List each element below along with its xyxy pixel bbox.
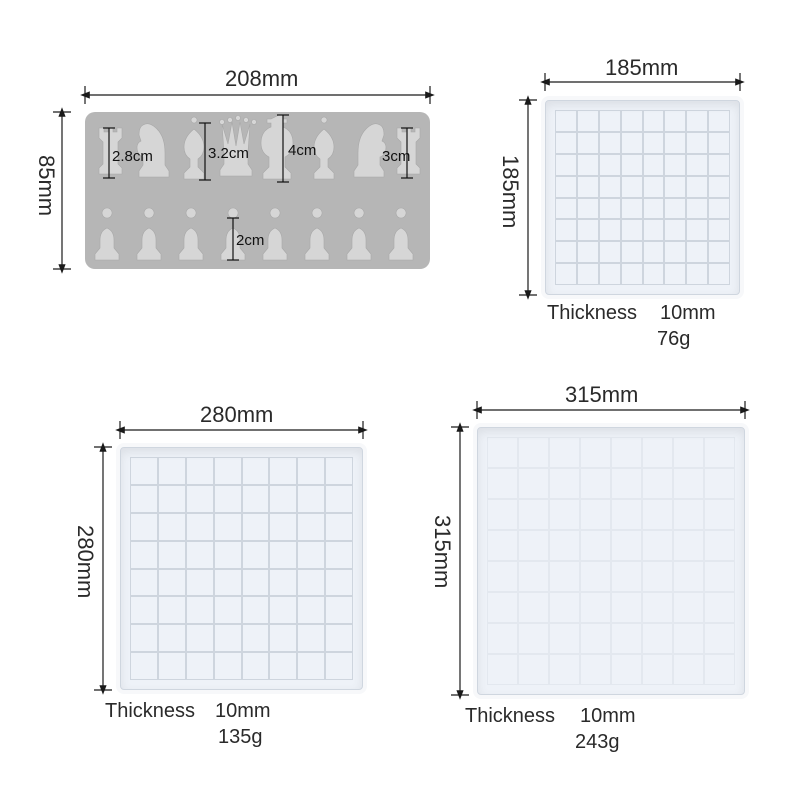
board-small-thickness-label: Thickness [547, 302, 637, 325]
board-large-weight: 243g [575, 731, 620, 754]
piece-king-height: 4cm [288, 142, 316, 159]
board-medium-thickness-label: Thickness [105, 700, 195, 723]
piece-bishop-height: 3.2cm [208, 145, 249, 162]
board-large-grid [487, 437, 735, 685]
board-small-height-label: 185mm [497, 155, 523, 228]
board-medium-weight: 135g [218, 726, 263, 749]
board-large-height-label: 315mm [429, 515, 455, 588]
board-small-thickness-value: 10mm [660, 302, 716, 325]
board-medium-grid [130, 457, 353, 680]
piece-rook-height: 2.8cm [112, 148, 153, 165]
board-small-grid [555, 110, 730, 285]
board-large-thickness-label: Thickness [465, 705, 555, 728]
piece-pawn-height: 2cm [236, 232, 264, 249]
board-large-thickness-value: 10mm [580, 705, 636, 728]
board-medium-height-label: 280mm [72, 525, 98, 598]
piece-rook2-height: 3cm [382, 148, 410, 165]
pieces-mold-width-label: 208mm [225, 66, 298, 92]
product-dimension-diagram: 208mm 85mm 2.8cm 3.2cm 4cm 3cm 2cm 185mm… [0, 0, 800, 800]
board-medium-thickness-value: 10mm [215, 700, 271, 723]
board-small-weight: 76g [657, 328, 690, 351]
board-large-width-label: 315mm [565, 382, 638, 408]
pieces-mold-height-label: 85mm [33, 155, 59, 216]
board-small-width-label: 185mm [605, 55, 678, 81]
board-medium-width-label: 280mm [200, 402, 273, 428]
